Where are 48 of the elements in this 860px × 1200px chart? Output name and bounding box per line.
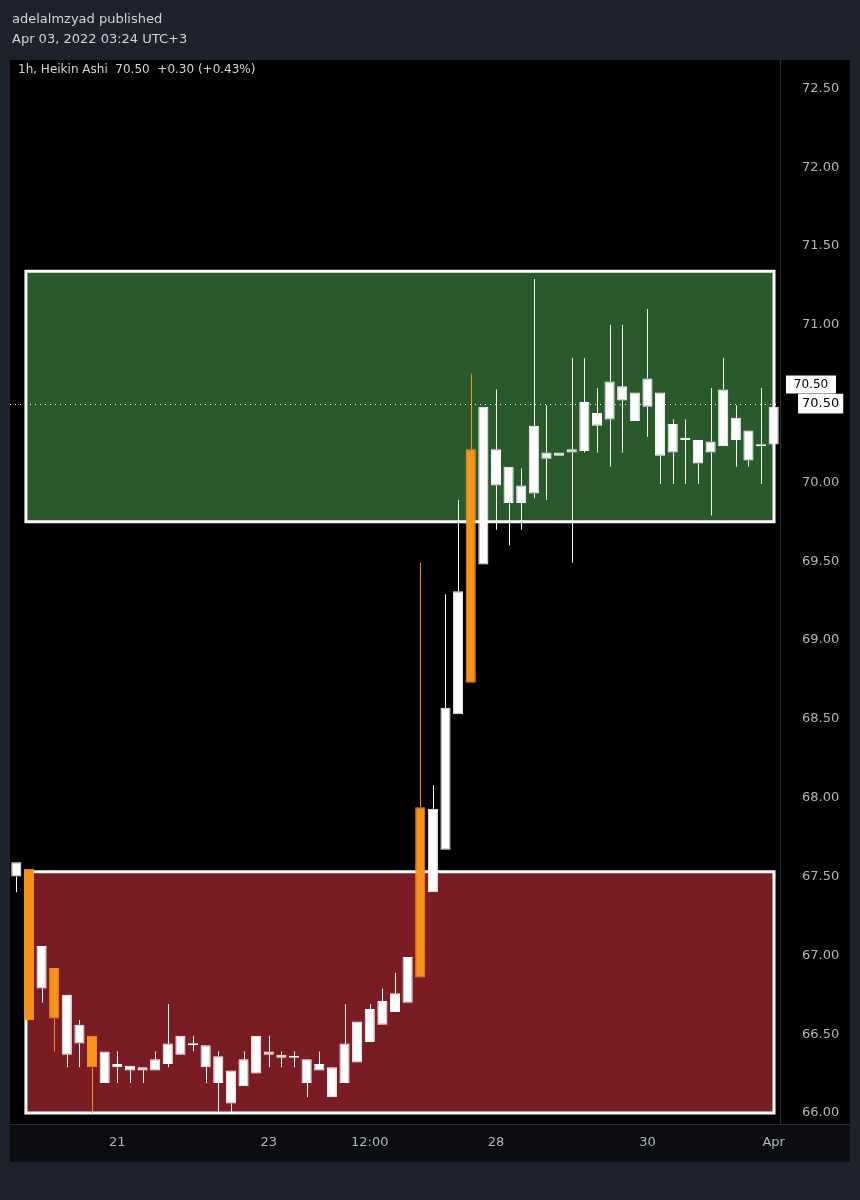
y-tick-label: 72.00: [802, 158, 840, 174]
y-tick-label: 71.50: [802, 237, 840, 253]
candlestick: [440, 593, 451, 850]
y-tick-label: 67.50: [802, 867, 840, 883]
candlestick: [465, 373, 476, 683]
y-tick-label: 69.00: [802, 631, 840, 647]
candlestick: [339, 1003, 350, 1084]
candlestick: [200, 1045, 211, 1084]
candlestick: [263, 1035, 274, 1068]
candlestick: [389, 972, 401, 1013]
candlestick: [314, 1050, 325, 1071]
candlestick: [87, 1035, 98, 1114]
candlestick: [238, 1050, 249, 1087]
candlestick: [137, 1067, 148, 1084]
y-tick-label: 70.00: [802, 473, 840, 489]
x-tick-label: 30: [639, 1134, 656, 1150]
text: Apr 03, 2022 03:24 UTC+3: [12, 30, 188, 48]
y-tick-label: 66.50: [802, 1025, 840, 1041]
candlestick: [364, 1003, 375, 1043]
y-tick-label: 68.50: [802, 710, 840, 726]
candlestick: [730, 404, 741, 468]
x-tick-label: 12:00: [351, 1134, 389, 1150]
y-tick-label: 69.50: [802, 552, 840, 568]
y-tick-label: 71.00: [802, 316, 840, 332]
chart-title: 1h, Heikin Ashi 70.50 +0.30 (+0.43%): [18, 62, 256, 77]
y-tick-label: 70.50: [802, 395, 840, 411]
candlestick: [415, 562, 426, 978]
candlestick: [541, 404, 552, 501]
candlestick: [36, 945, 47, 1004]
x-tick-label: 21: [109, 1134, 126, 1150]
text: adelalmzyad published: [12, 10, 164, 28]
x-tick-label: Apr: [762, 1134, 786, 1150]
candlestick: [680, 418, 691, 485]
candlestick: [61, 994, 72, 1068]
candlestick: [743, 430, 754, 468]
candlestick: [11, 862, 22, 893]
y-tick-label: 72.50: [802, 79, 840, 95]
y-tick-label: 66.00: [802, 1104, 840, 1120]
candlestick: [667, 418, 678, 485]
candlestick: [74, 1019, 85, 1068]
candlestick: [377, 987, 388, 1025]
y-tick-label: 68.00: [802, 789, 840, 805]
candlestick: [49, 967, 60, 1052]
candlestick: [301, 1059, 312, 1098]
x-tick-label: 23: [260, 1134, 278, 1150]
x-tick-label: 28: [487, 1134, 505, 1150]
y-tick-label: 67.00: [802, 946, 840, 962]
candlestick: [162, 1003, 173, 1068]
